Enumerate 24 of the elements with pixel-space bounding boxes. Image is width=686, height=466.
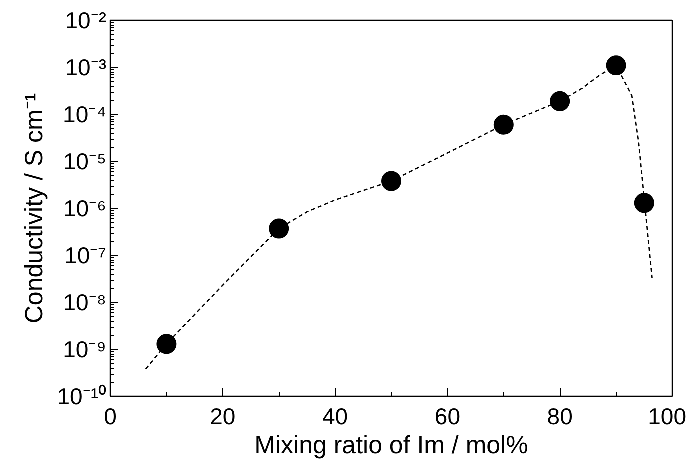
y-tick-label: 10⁻³ [65, 54, 107, 80]
y-tick-label: 10⁻⁶ [63, 196, 107, 222]
y-tick-label: 10⁻¹⁰ [57, 384, 107, 410]
x-tick-label: 20 [210, 404, 236, 430]
point [382, 171, 402, 192]
x-tick-label: 100 [648, 404, 686, 430]
x-tick-label: 0 [104, 404, 117, 430]
point [494, 114, 514, 135]
x-axis-title: Mixing ratio of Im / mol% [254, 432, 528, 460]
y-tick-label: 10⁻⁹ [63, 336, 107, 362]
y-tick-label: 10⁻⁵ [63, 148, 107, 174]
point [606, 56, 626, 76]
y-tick-label: 10⁻⁷ [64, 242, 106, 268]
y-tick-label: 10⁻² [65, 8, 107, 34]
y-tick-label: 10⁻⁸ [63, 290, 107, 316]
point [634, 193, 654, 214]
point [156, 334, 177, 354]
point [269, 218, 290, 239]
x-tick-label: 80 [547, 404, 573, 430]
y-axis-title: Conductivity / S cm⁻¹ [20, 93, 48, 324]
x-tick-label: 40 [322, 404, 348, 430]
point [550, 91, 570, 112]
x-tick-label: 60 [434, 404, 460, 430]
y-tick-label: 10⁻⁴ [63, 102, 107, 128]
